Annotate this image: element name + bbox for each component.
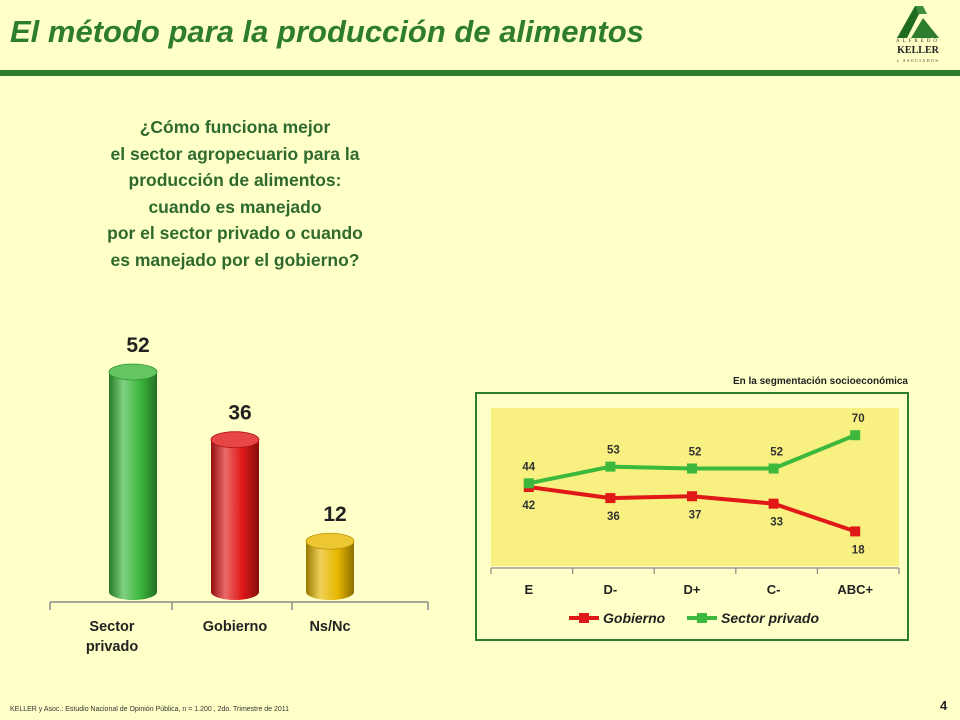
x-tick-label: C- (767, 582, 781, 597)
data-label: 37 (689, 509, 702, 521)
x-tick-label: D+ (684, 582, 701, 597)
segment-line-chart: E D- D+ C- ABC+ 42 36 37 33 18 44 53 52 52 70 Gobierno S… (490, 408, 900, 626)
question-line: producción de alimentos: (128, 170, 342, 190)
data-point (605, 461, 616, 472)
data-point (768, 498, 779, 509)
category-label: privado (86, 639, 139, 655)
bar-top (210, 431, 260, 449)
legend-marker (697, 613, 707, 623)
page-title: El método para la producción de alimento… (10, 14, 644, 49)
question-line: por el sector privado o cuando (107, 223, 363, 243)
segment-caption: En la segmentación socioeconómica (732, 376, 908, 387)
data-point (768, 463, 779, 474)
category-label: Gobierno (203, 619, 268, 635)
x-tick-label: ABC+ (837, 582, 873, 597)
bar-value-label: 36 (228, 402, 251, 425)
data-label: 52 (770, 447, 783, 459)
x-tick-label: E (524, 582, 533, 597)
data-label: 53 (607, 445, 620, 457)
data-point (687, 491, 697, 502)
keller-logo: ALFREDO KELLER y ASOCIADOS (893, 4, 943, 66)
question-line: el sector agropecuario para la (110, 143, 360, 164)
bar (211, 439, 259, 600)
logo-top-text: ALFREDO (895, 39, 941, 44)
question-line: ¿Cómo funciona mejor (139, 117, 331, 137)
legend-label: Gobierno (603, 610, 666, 626)
data-point (523, 478, 534, 489)
data-point (605, 493, 616, 504)
bar-value-label: 52 (126, 334, 149, 357)
bar-value-label: 12 (323, 503, 346, 526)
data-point (687, 463, 697, 474)
data-label: 52 (689, 447, 702, 459)
data-label: 33 (770, 517, 783, 529)
source-footnote: KELLER y Asoc.: Estudio Nacional de Opin… (10, 706, 290, 713)
data-point (850, 526, 861, 537)
question-line: es manejado por el gobierno? (110, 249, 360, 270)
bar-top (305, 532, 355, 550)
survey-question: ¿Cómo funciona mejor el sector agropecua… (40, 114, 430, 273)
segment-line-chart-frame: E D- D+ C- ABC+ 42 36 37 33 18 44 53 52 52 70 Gobierno S… (475, 392, 909, 641)
logo-sub-text: y ASOCIADOS (896, 58, 940, 63)
legend-marker (579, 613, 589, 623)
page-number: 4 (940, 698, 948, 713)
data-label: 42 (522, 500, 535, 512)
plot-area (491, 408, 899, 566)
overall-bar-chart: 52 Sector privado 36 Gobierno 12 Ns/Nc (49, 334, 429, 655)
bar (109, 372, 157, 600)
data-label: 70 (852, 413, 865, 425)
bar (306, 541, 354, 600)
data-point (850, 430, 861, 441)
legend-label: Sector privado (721, 610, 819, 626)
question-line: cuando es manejado (148, 196, 322, 217)
data-label: 18 (852, 544, 865, 556)
data-label: 44 (522, 461, 535, 473)
bar-top (108, 363, 158, 381)
x-tick-label: D- (604, 582, 618, 597)
category-label: Ns/Nc (309, 619, 350, 635)
logo-mark-icon (897, 6, 939, 38)
title-divider (0, 70, 960, 76)
category-label: Sector (89, 619, 134, 635)
logo-name: KELLER (897, 45, 939, 56)
data-label: 36 (607, 511, 620, 523)
